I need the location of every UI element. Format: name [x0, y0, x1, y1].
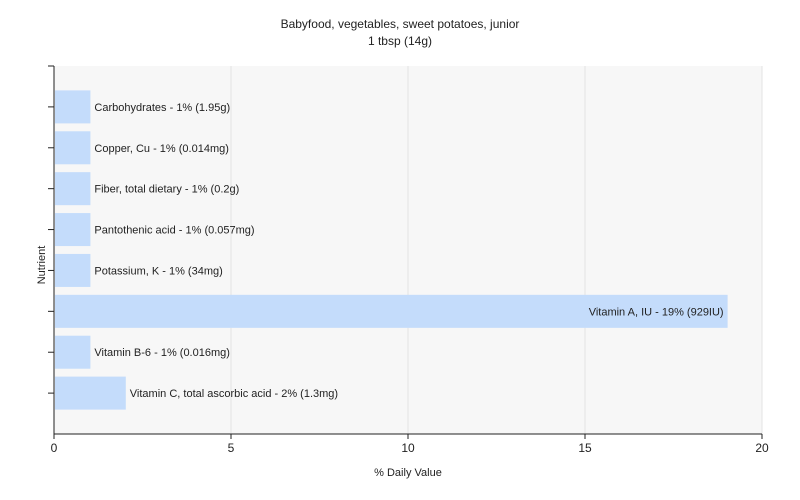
chart-title: Babyfood, vegetables, sweet potatoes, ju… — [281, 17, 520, 31]
axes — [48, 65, 763, 439]
bar — [55, 213, 91, 247]
bar — [55, 172, 91, 206]
bar-label: Carbohydrates - 1% (1.95g) — [94, 102, 230, 114]
bar-label: Pantothenic acid - 1% (0.057mg) — [94, 225, 254, 237]
x-tick-label: 0 — [51, 441, 58, 455]
bar — [55, 376, 126, 410]
x-tick-label: 20 — [755, 441, 769, 455]
bar-label: Fiber, total dietary - 1% (0.2g) — [94, 184, 239, 196]
chart-subtitle: 1 tbsp (14g) — [368, 34, 432, 48]
bar-label: Copper, Cu - 1% (0.014mg) — [94, 143, 229, 155]
x-axis-label: % Daily Value — [374, 467, 442, 479]
bars: Carbohydrates - 1% (1.95g) Copper, Cu - 1… — [55, 90, 728, 410]
bar — [55, 253, 91, 287]
bar-label: Potassium, K - 1% (34mg) — [94, 265, 222, 277]
bar-label: Vitamin B-6 - 1% (0.016mg) — [94, 347, 230, 359]
bar — [55, 294, 728, 328]
bar-label: Vitamin A, IU - 19% (929IU) — [589, 306, 724, 318]
tick-labels: 0 5 10 15 20 — [51, 441, 769, 455]
x-tick-label: 5 — [228, 441, 235, 455]
y-axis-label: Nutrient — [36, 246, 48, 285]
grid-lines — [230, 66, 763, 434]
x-tick-label: 10 — [401, 441, 415, 455]
bar — [55, 90, 91, 124]
bar — [55, 131, 91, 165]
bar — [55, 335, 91, 369]
x-tick-label: 15 — [578, 441, 592, 455]
bar-label: Vitamin C, total ascorbic acid - 2% (1.3… — [130, 388, 338, 400]
